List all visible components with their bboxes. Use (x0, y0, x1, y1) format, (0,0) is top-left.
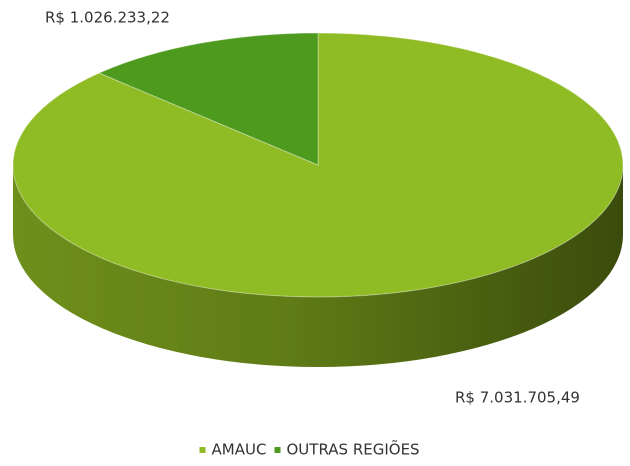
legend-swatch (199, 447, 206, 453)
legend-label: AMAUC (212, 441, 267, 459)
data-label: R$ 7.031.705,49 (455, 389, 580, 407)
slice-side (13, 165, 623, 367)
slice (97, 32, 319, 166)
data-label: R$ 1.026.233,22 (45, 9, 170, 27)
slice (12, 32, 624, 298)
legend-swatch (274, 447, 281, 453)
legend-label: OUTRAS REGIÕES (287, 440, 420, 459)
